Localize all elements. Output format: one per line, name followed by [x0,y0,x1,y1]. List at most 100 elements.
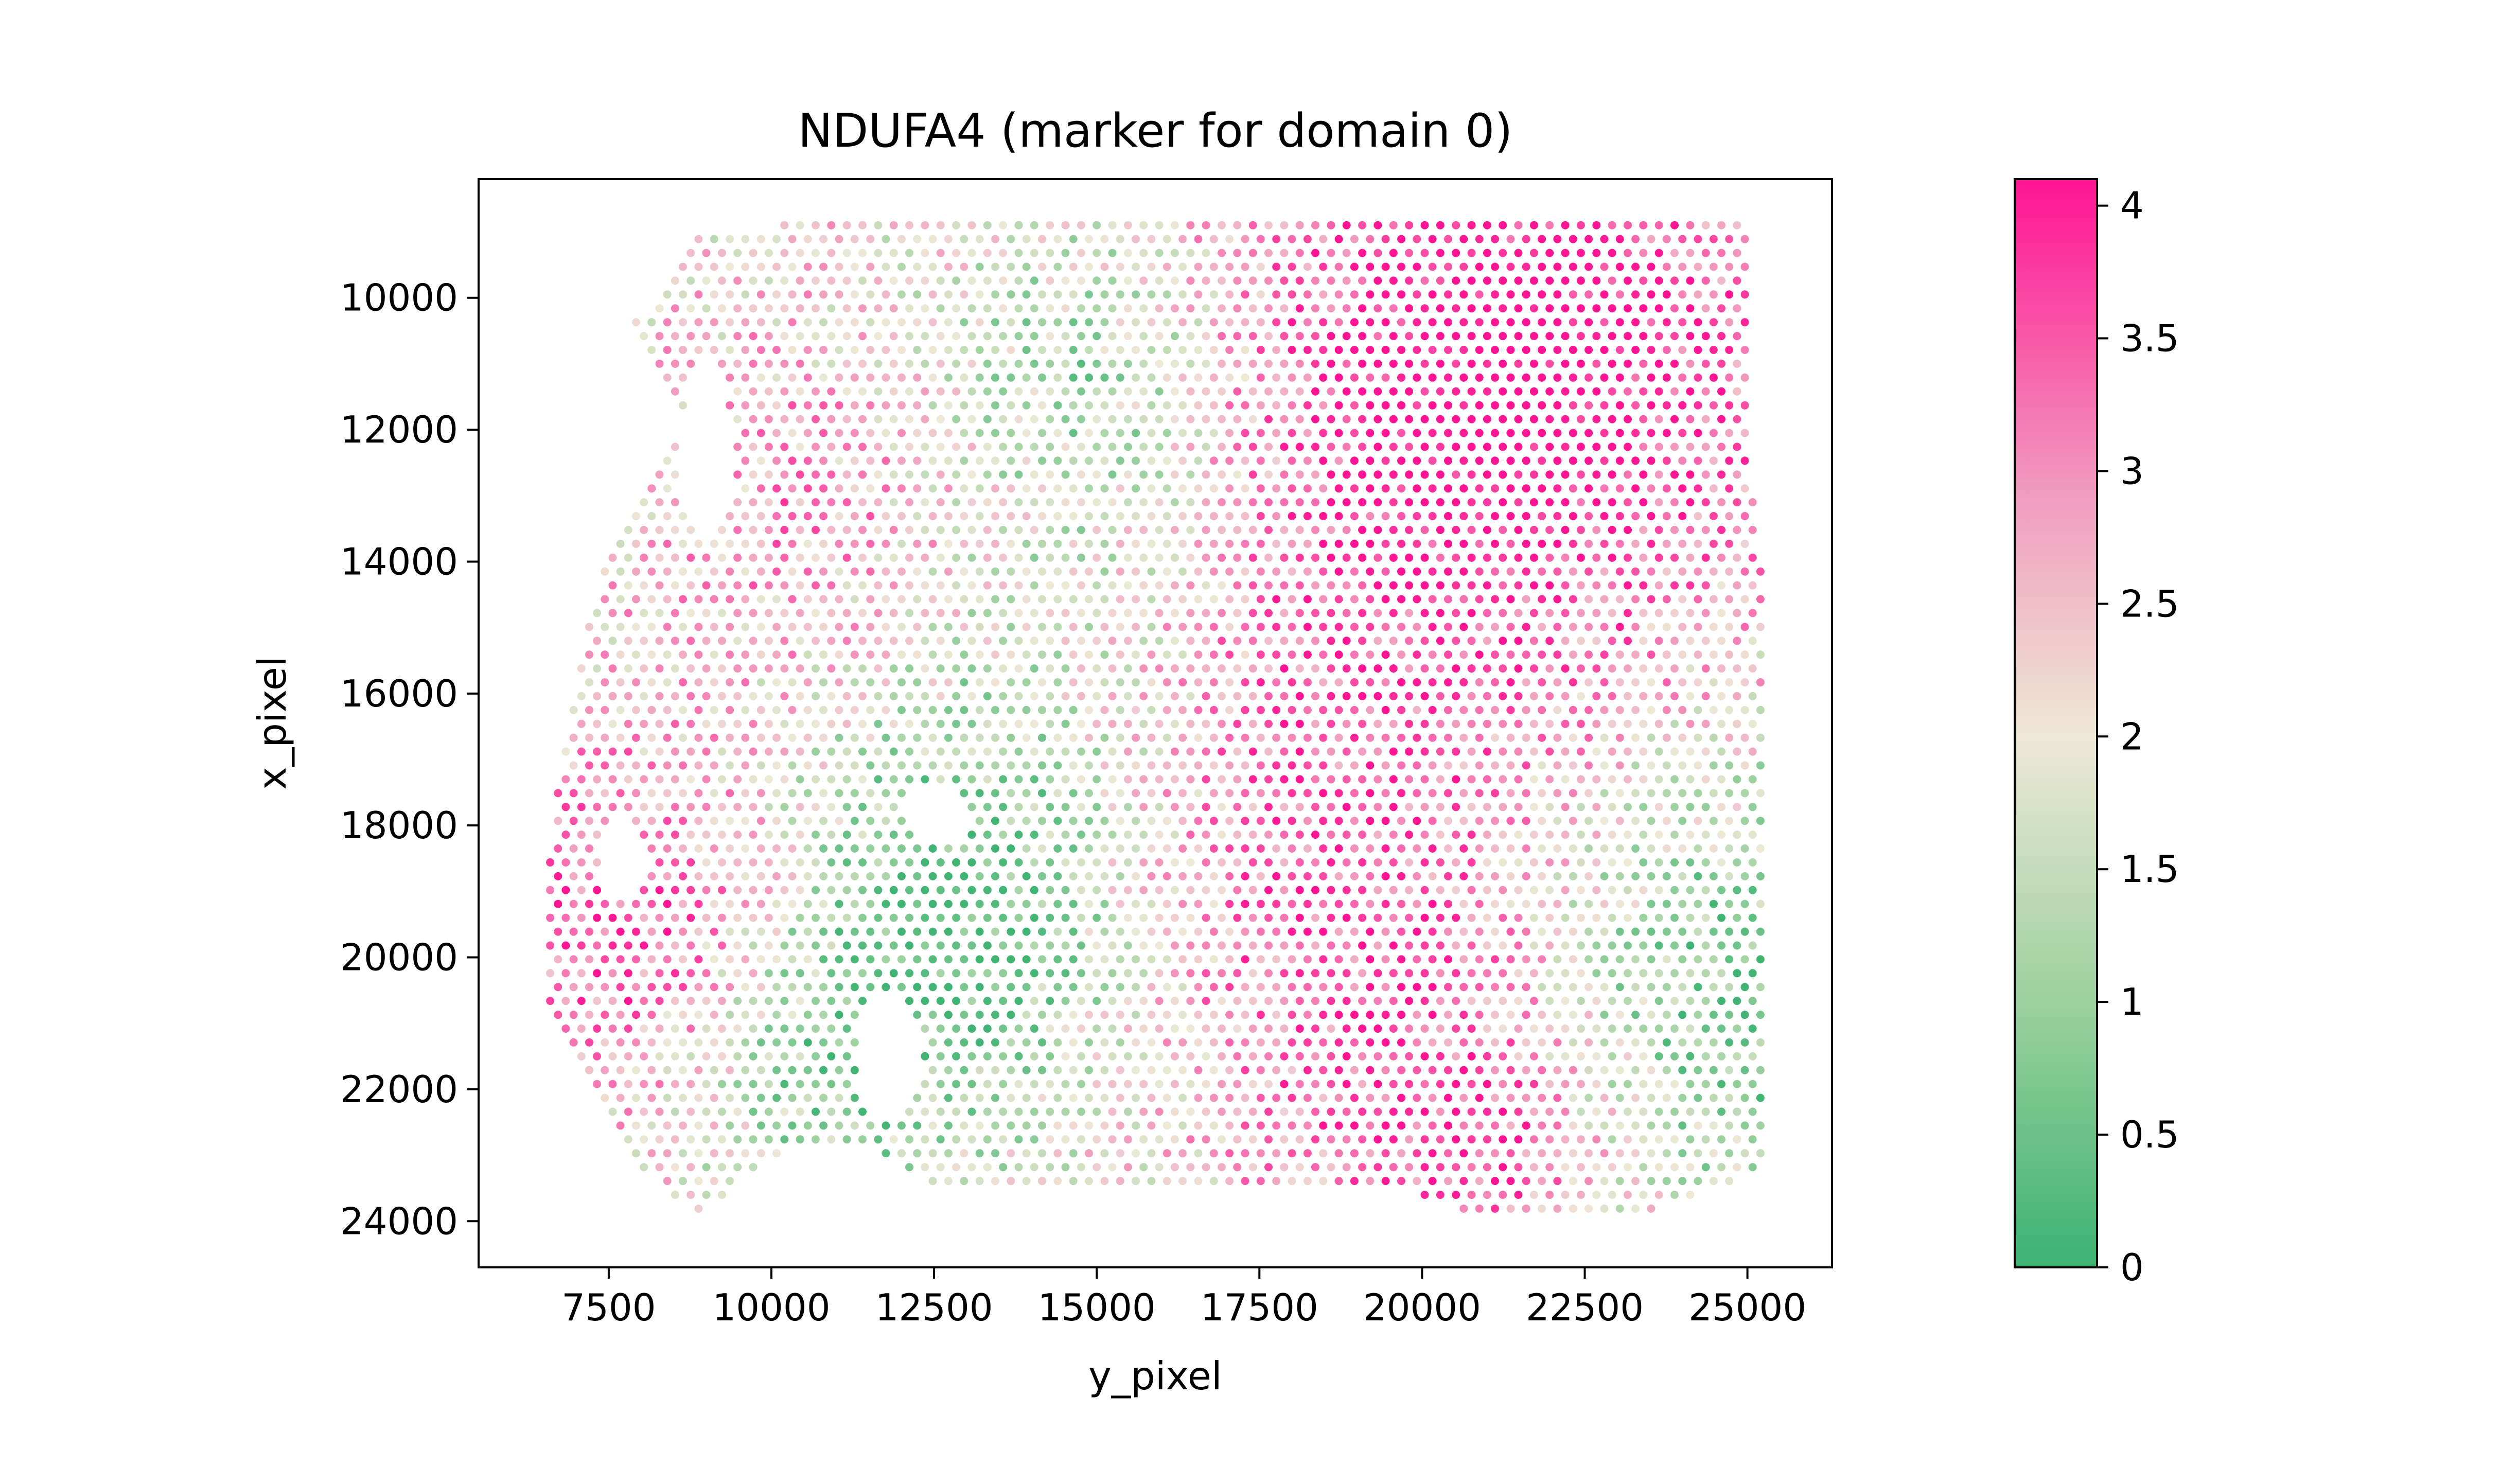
scatter-point [1569,761,1577,770]
scatter-point [710,733,718,742]
scatter-point [1233,609,1242,617]
scatter-point [803,1038,812,1047]
scatter-point [1561,553,1570,562]
scatter-point [913,650,922,659]
scatter-point [1264,276,1273,285]
scatter-point [1694,318,1702,327]
scatter-point [1701,249,1710,257]
scatter-point [1600,346,1609,354]
scatter-point [1069,955,1078,964]
scatter-point [1756,899,1765,908]
scatter-point [1654,415,1663,423]
scatter-point [960,318,968,327]
scatter-point [679,927,687,936]
scatter-point [1248,1080,1257,1088]
scatter-point [1624,470,1632,479]
scatter-point [1358,359,1367,368]
scatter-point [1366,512,1375,520]
scatter-point [694,872,703,880]
scatter-point [1740,290,1749,299]
scatter-point [1748,1135,1757,1144]
scatter-point [1428,1038,1437,1047]
scatter-point [1155,304,1164,313]
scatter-point [1007,595,1015,604]
scatter-point [1624,609,1632,617]
scatter-point [1444,1121,1452,1130]
scatter-point [1592,886,1601,894]
scatter-point [936,747,945,756]
scatter-point [1709,817,1718,825]
scatter-point [671,831,679,839]
scatter-point [1725,539,1734,548]
scatter-point [1420,1080,1429,1088]
scatter-point [1592,775,1601,784]
scatter-point [796,913,804,922]
scatter-point [686,886,695,894]
scatter-point [803,373,812,382]
scatter-point [1506,733,1515,742]
scatter-point [546,858,555,867]
scatter-point [803,678,812,686]
scatter-point [1397,1011,1405,1019]
scatter-point [1717,581,1725,590]
scatter-point [850,456,859,465]
scatter-point [1233,415,1242,423]
scatter-point [756,595,765,604]
scatter-point [1514,775,1523,784]
scatter-point [1233,1024,1242,1033]
scatter-point [1420,1024,1429,1033]
scatter-point [1061,581,1070,590]
scatter-point [1428,733,1437,742]
scatter-point [835,595,843,604]
scatter-point [1218,803,1226,811]
scatter-point [1116,512,1124,520]
scatter-point [1327,831,1335,839]
scatter-point [1522,429,1530,437]
scatter-point [1225,1066,1234,1074]
scatter-point [1725,262,1734,271]
scatter-point [702,692,711,700]
scatter-point [812,886,820,894]
scatter-point [1381,429,1390,437]
scatter-point [1030,747,1038,756]
scatter-point [1522,512,1530,520]
scatter-point [944,733,953,742]
scatter-point [1155,443,1164,451]
scatter-point [944,678,953,686]
scatter-point [1334,733,1343,742]
scatter-point [1241,1011,1249,1019]
scatter-point [1248,470,1257,479]
scatter-point [1701,997,1710,1005]
scatter-point [1280,997,1289,1005]
scatter-point [1030,858,1038,867]
scatter-point [1522,1149,1530,1158]
scatter-point [1615,456,1624,465]
scatter-point [1350,872,1359,880]
scatter-point [1725,899,1734,908]
scatter-point [1506,346,1515,354]
scatter-point [1553,262,1562,271]
scatter-point [819,899,828,908]
scatter-point [1030,1163,1038,1172]
scatter-point [1132,817,1140,825]
scatter-point [726,955,734,964]
scatter-point [1225,429,1234,437]
scatter-point [1077,276,1085,285]
scatter-point [772,899,781,908]
scatter-point [1085,595,1093,604]
scatter-point [1077,498,1085,507]
scatter-point [1334,595,1343,604]
scatter-point [1389,249,1398,257]
scatter-point [1717,304,1725,313]
scatter-point [1093,913,1101,922]
scatter-point [1592,913,1601,922]
scatter-point [1100,844,1109,853]
scatter-point [1303,290,1312,299]
scatter-point [702,332,711,341]
scatter-point [1233,637,1242,645]
scatter-point [686,525,695,534]
scatter-point [1030,359,1038,368]
scatter-point [1311,803,1319,811]
scatter-point [1624,498,1632,507]
scatter-point [1584,955,1593,964]
